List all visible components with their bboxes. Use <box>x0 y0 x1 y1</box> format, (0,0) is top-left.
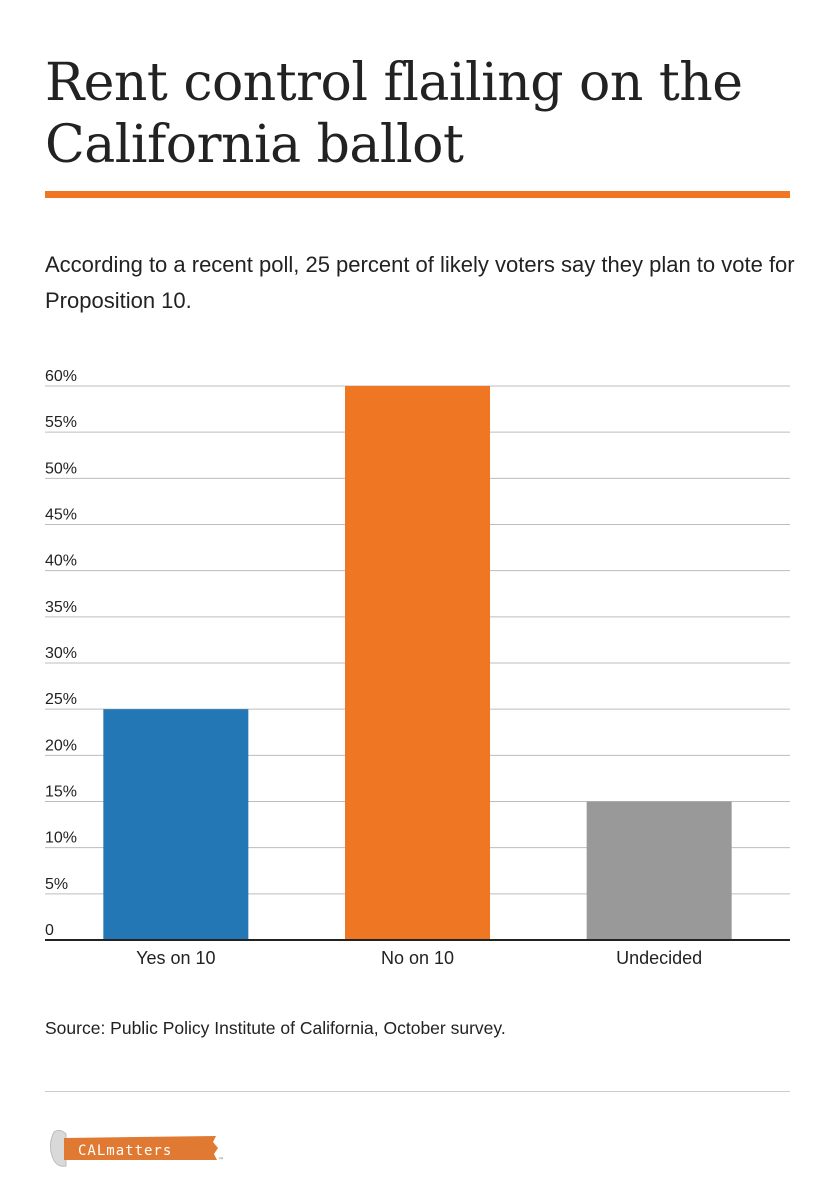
logo-trademark: ™ <box>218 1157 224 1164</box>
bar-yes-on-10 <box>103 709 249 940</box>
y-tick-label: 20% <box>45 737 77 754</box>
title-divider <box>45 191 790 198</box>
bar-chart: 0 5% 10% 15% 20% 25% 30% 35% 40% 45% 50% 55% 60% Yes… <box>45 368 790 968</box>
y-tick-label: 30% <box>45 645 77 662</box>
y-tick-label: 0 <box>45 922 54 939</box>
y-tick-label: 40% <box>45 553 77 570</box>
bar-undecided <box>586 801 732 940</box>
bar-no-on-10 <box>345 386 490 940</box>
x-tick-label: No on 10 <box>381 948 454 968</box>
y-axis-tick-labels: 0 5% 10% 15% 20% 25% 30% 35% 40% 45% 50% 55% 60% <box>45 368 77 939</box>
y-tick-label: 25% <box>45 691 77 708</box>
y-tick-label: 45% <box>45 507 77 524</box>
y-tick-label: 55% <box>45 414 77 431</box>
chart-title: Rent control flailing on the California … <box>45 53 743 175</box>
y-tick-label: 10% <box>45 830 77 847</box>
source-note: Source: Public Policy Institute of Calif… <box>45 1018 506 1038</box>
y-tick-label: 35% <box>45 599 77 616</box>
y-tick-label: 15% <box>45 784 77 801</box>
y-tick-label: 60% <box>45 368 77 385</box>
x-tick-label: Yes on 10 <box>136 948 215 968</box>
footer-divider <box>45 1091 790 1092</box>
logo-torn-banner <box>64 1136 218 1160</box>
x-tick-label: Undecided <box>616 948 702 968</box>
bars <box>103 386 732 940</box>
y-tick-label: 50% <box>45 460 77 477</box>
logo-wordmark: CALmatters <box>78 1143 172 1159</box>
x-axis-tick-labels: Yes on 10 No on 10 Undecided <box>136 948 702 968</box>
logo-scroll-curl <box>49 1129 67 1167</box>
y-tick-label: 5% <box>45 876 68 893</box>
chart-subtitle: According to a recent poll, 25 percent o… <box>45 252 795 313</box>
calmatters-logo[interactable]: CALmatters ™ <box>48 1126 228 1172</box>
